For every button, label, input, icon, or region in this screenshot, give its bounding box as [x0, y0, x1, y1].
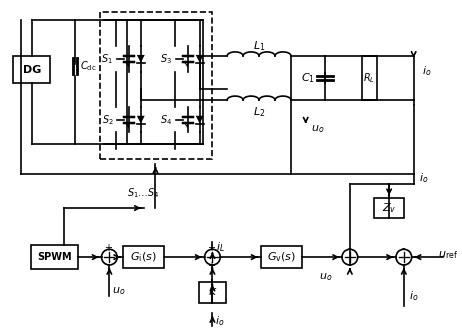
Text: $L_1$: $L_1$ — [253, 39, 265, 53]
Text: $S_3$: $S_3$ — [160, 52, 172, 66]
Bar — [123, 246, 164, 268]
Text: $k$: $k$ — [207, 284, 217, 299]
Polygon shape — [196, 116, 204, 123]
Polygon shape — [137, 55, 145, 63]
Text: $u_o$: $u_o$ — [310, 123, 324, 135]
Text: +: + — [207, 261, 215, 271]
Text: $i_o$: $i_o$ — [215, 314, 225, 328]
Text: $C_1$: $C_1$ — [301, 71, 315, 85]
Text: $L_2$: $L_2$ — [253, 105, 265, 119]
Text: $u_o$: $u_o$ — [112, 286, 126, 297]
Text: $G_{\rm v}(s)$: $G_{\rm v}(s)$ — [267, 250, 296, 264]
Bar — [261, 246, 302, 268]
Text: $i_o$: $i_o$ — [419, 172, 428, 185]
Text: $C_{\rm dc}$: $C_{\rm dc}$ — [80, 59, 97, 72]
Bar — [13, 56, 50, 83]
Bar — [362, 56, 377, 100]
Text: $u_o$: $u_o$ — [319, 271, 332, 283]
Text: DG: DG — [23, 65, 41, 74]
Text: $Z_v$: $Z_v$ — [382, 201, 396, 215]
Bar — [31, 245, 78, 269]
Bar — [199, 282, 226, 303]
Text: $u_{\rm ref}$: $u_{\rm ref}$ — [438, 249, 458, 261]
Text: -: - — [347, 243, 351, 253]
Bar — [374, 198, 404, 218]
Text: +: + — [207, 243, 215, 253]
Polygon shape — [137, 116, 145, 123]
Text: $S_1$: $S_1$ — [102, 52, 113, 66]
Text: SPWM: SPWM — [37, 252, 72, 262]
Text: $S_4$: $S_4$ — [160, 113, 172, 126]
Text: $i_o$: $i_o$ — [421, 64, 431, 77]
Text: $R_L$: $R_L$ — [364, 71, 376, 85]
Text: $S_2$: $S_2$ — [102, 113, 113, 126]
Text: -: - — [401, 243, 405, 253]
Text: $G_{\rm i}(s)$: $G_{\rm i}(s)$ — [130, 250, 157, 264]
Text: +: + — [104, 243, 112, 253]
Text: $i_L$: $i_L$ — [216, 240, 225, 254]
Text: $i_o$: $i_o$ — [409, 290, 418, 303]
Polygon shape — [196, 55, 204, 63]
Text: $S_1 \ldots S_4$: $S_1 \ldots S_4$ — [128, 186, 160, 200]
Bar — [99, 12, 213, 159]
